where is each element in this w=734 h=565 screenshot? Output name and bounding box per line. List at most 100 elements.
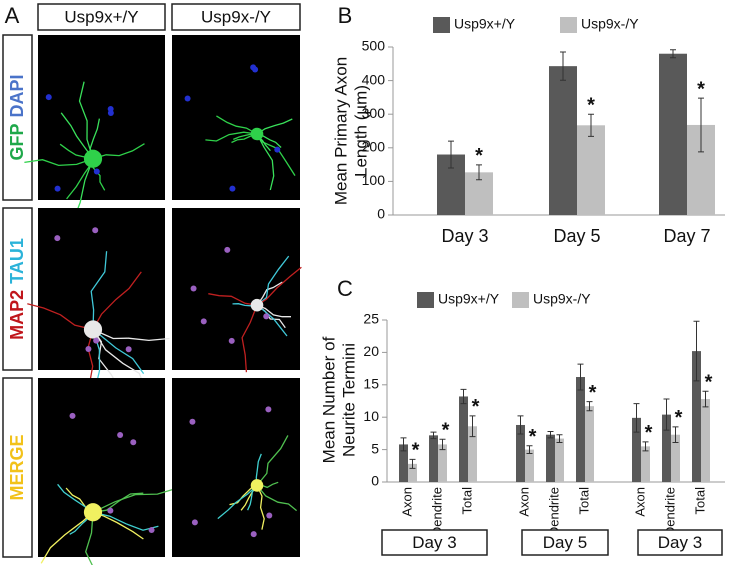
- neurite: [216, 115, 258, 135]
- significance-mark: *: [475, 145, 483, 167]
- legend-swatch: [433, 17, 450, 33]
- y-tick-label: 0: [377, 206, 385, 222]
- neurite: [256, 304, 288, 337]
- micrograph: [172, 208, 302, 373]
- row-label: GFP DAPI: [7, 74, 27, 160]
- nucleus: [93, 168, 100, 175]
- x-tick-label: Axon: [399, 487, 414, 517]
- nucleus: [250, 531, 257, 538]
- row-label-part: MAP2: [7, 290, 27, 340]
- nucleus: [130, 439, 137, 446]
- bar: [438, 444, 447, 482]
- neurite: [256, 266, 302, 306]
- error-bar: [663, 398, 670, 431]
- micrograph-bg: [38, 378, 165, 557]
- legend-swatch: [560, 17, 577, 33]
- error-bar: [698, 97, 704, 153]
- neurite: [40, 511, 94, 564]
- error-bar: [400, 437, 407, 452]
- nucleus: [107, 507, 114, 514]
- panel-letter: B: [338, 3, 353, 28]
- group-box: [381, 529, 488, 556]
- y-tick-label: 15: [363, 376, 379, 392]
- error-bar: [693, 320, 700, 382]
- nucleus: [229, 185, 236, 192]
- error-bar: [430, 431, 437, 440]
- soma: [83, 149, 103, 168]
- soma: [83, 320, 103, 339]
- significance-mark: *: [675, 407, 683, 429]
- legend-swatch: [512, 292, 529, 308]
- neurite: [92, 271, 142, 330]
- neurite: [256, 281, 283, 306]
- nucleus: [125, 346, 132, 353]
- x-tick-label: Day 5: [553, 226, 600, 246]
- soma: [250, 127, 264, 141]
- bar: [429, 435, 438, 482]
- nucleus: [92, 227, 99, 234]
- y-tick-label: 25: [363, 311, 379, 327]
- column-header: Usp9x-/Y: [201, 7, 271, 26]
- bar: [632, 417, 641, 482]
- panel-letter: A: [5, 3, 20, 28]
- neurite: [256, 435, 289, 486]
- micrograph-bg: [172, 35, 300, 200]
- error-bar: [588, 113, 594, 137]
- error-bar: [672, 426, 679, 443]
- significance-mark: *: [472, 396, 480, 418]
- error-bar: [702, 390, 709, 408]
- group-box: [521, 529, 609, 556]
- micrograph: [172, 378, 300, 557]
- y-tick-label: 20: [363, 343, 379, 359]
- column-header-box: [171, 3, 301, 31]
- nucleus: [107, 110, 114, 117]
- nucleus: [274, 146, 281, 153]
- significance-mark: *: [412, 440, 420, 462]
- column-header: Usp9x+/Y: [64, 7, 138, 26]
- y-axis-label: Neurite Termini: [339, 343, 358, 457]
- bar: [659, 53, 687, 215]
- bar: [459, 396, 468, 482]
- neurite: [24, 158, 94, 167]
- error-bar: [670, 49, 676, 59]
- neurite: [92, 492, 144, 513]
- error-bar: [586, 401, 593, 412]
- nucleus: [191, 519, 198, 526]
- neurite: [90, 251, 108, 330]
- significance-mark: *: [705, 372, 713, 394]
- neurite: [256, 255, 290, 306]
- soma: [250, 298, 264, 312]
- nucleus: [266, 512, 273, 519]
- error-bar: [460, 388, 467, 405]
- x-tick-label: Axon: [516, 487, 531, 517]
- micrograph: [38, 378, 180, 565]
- row-label: MAP2 TAU1: [7, 238, 27, 340]
- bar: [585, 406, 594, 482]
- row-label-part: DAPI: [7, 74, 27, 117]
- nucleus: [228, 337, 235, 344]
- x-tick-label: Total: [459, 487, 474, 515]
- soma: [83, 503, 103, 522]
- bar: [525, 449, 534, 482]
- significance-mark: *: [697, 78, 705, 100]
- legend-label: Usp9x-/Y: [581, 16, 639, 32]
- neurite: [92, 328, 170, 342]
- column-header-box: [37, 3, 166, 31]
- neurite: [60, 112, 94, 160]
- neurite: [256, 133, 275, 191]
- nucleus: [85, 345, 92, 352]
- x-tick-label: Total: [692, 487, 707, 515]
- nucleus: [200, 318, 207, 325]
- significance-mark: *: [645, 422, 653, 444]
- row-label-part: MERGE: [7, 434, 27, 500]
- neurite: [256, 118, 293, 135]
- legend-label: Usp9x+/Y: [454, 16, 516, 32]
- bar: [662, 414, 671, 482]
- neurite: [256, 485, 265, 530]
- legend-swatch: [417, 292, 434, 308]
- legend-label: Usp9x-/Y: [533, 291, 591, 307]
- nucleus: [54, 185, 61, 192]
- y-tick-label: 100: [362, 172, 386, 188]
- neurite: [205, 131, 258, 142]
